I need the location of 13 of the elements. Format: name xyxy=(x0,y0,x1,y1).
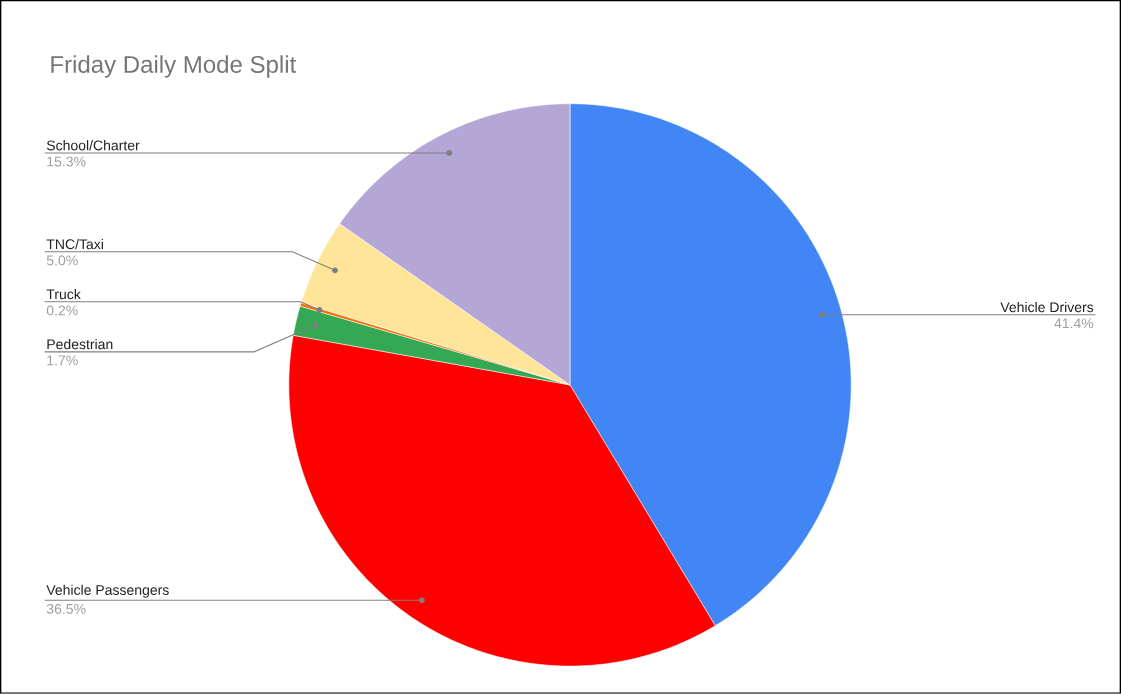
data-label: 15.3% xyxy=(47,156,86,167)
data-label: 5.0% xyxy=(46,255,78,266)
slice-label: Pedestrian xyxy=(47,339,113,350)
data-label: 0.2% xyxy=(46,305,78,316)
data-label: 41.4% xyxy=(1054,318,1094,329)
slice-label: Vehicle Passengers xyxy=(46,584,169,598)
chart-title: Friday Daily Mode Split xyxy=(51,55,297,78)
slice-label: School/Charter xyxy=(46,140,140,151)
data-label: 1.7% xyxy=(47,355,78,366)
slice-label: Vehicle Drivers xyxy=(1000,302,1094,313)
slice-label: TNC/Taxi xyxy=(46,239,103,250)
slice-label: Truck xyxy=(46,289,81,300)
data-label: 36.5% xyxy=(46,604,86,614)
